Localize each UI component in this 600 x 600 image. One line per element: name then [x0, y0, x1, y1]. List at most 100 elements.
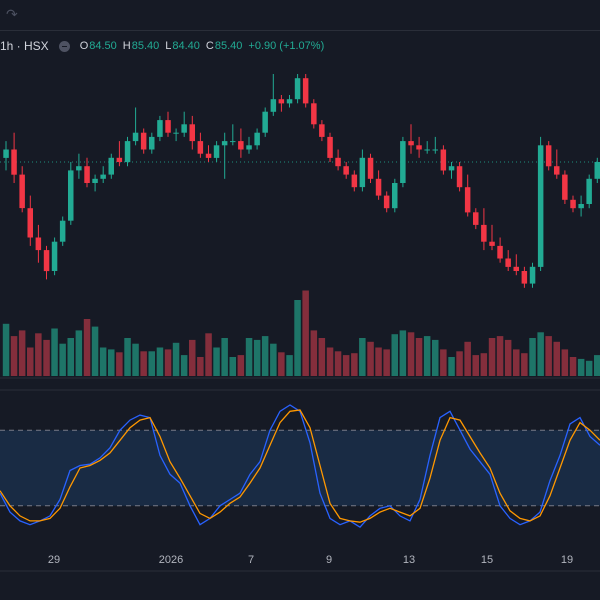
open-value: 84.50 — [89, 40, 117, 52]
volume-bar — [529, 338, 536, 376]
volume-bar — [164, 349, 172, 376]
volume-bar — [2, 323, 10, 377]
volume-bar — [351, 353, 358, 376]
candle-body — [43, 250, 50, 272]
candle-body — [537, 145, 544, 267]
candle-body — [359, 157, 366, 188]
close-value: 85.40 — [214, 40, 243, 52]
volume-bar — [423, 336, 431, 376]
candle-body — [545, 145, 552, 167]
candle-body — [149, 136, 155, 150]
candle-body — [343, 166, 349, 175]
time-axis: 29 2026 7 9 13 15 19 — [48, 554, 573, 566]
volume-bar — [172, 342, 180, 377]
candle-body — [562, 174, 568, 200]
candle-body — [132, 132, 139, 142]
candle-body — [311, 103, 317, 125]
volume-bar — [513, 349, 520, 376]
volume-bar — [553, 341, 560, 376]
candle-body — [262, 111, 268, 133]
volume-bar — [99, 347, 107, 376]
volume-bar — [180, 355, 188, 376]
close-label: C — [205, 40, 214, 52]
candle-body — [392, 183, 398, 209]
symbol-label[interactable]: 1h · HSX — [0, 39, 49, 53]
high-value: 85.40 — [131, 40, 160, 52]
candle-body — [489, 241, 495, 246]
volume-bar — [213, 347, 220, 376]
candle-body — [594, 162, 600, 179]
volume-bar — [132, 343, 139, 376]
candle-body — [254, 132, 260, 146]
volume-bar — [359, 338, 366, 376]
volume-bar — [464, 341, 471, 376]
volume-bar — [537, 332, 544, 376]
volume-bar — [245, 338, 253, 376]
candle-body — [400, 141, 406, 183]
volume-bar — [415, 338, 423, 376]
x-tick-label: 15 — [481, 554, 493, 566]
volume-bar — [294, 300, 301, 376]
x-tick-label: 13 — [403, 554, 415, 566]
volume-bar — [432, 339, 439, 376]
candle-body — [116, 157, 123, 162]
volume-bars — [2, 290, 600, 377]
ohlc-legend: 1h · HSX O 84.50 H 85.40 L 84.40 C 85.40… — [0, 38, 330, 54]
candle-body — [11, 149, 17, 175]
volume-bar — [229, 357, 236, 376]
candle-body — [3, 149, 9, 158]
volume-bar — [310, 330, 318, 376]
candle-body — [197, 141, 204, 154]
volume-bar — [253, 339, 261, 376]
volume-bar — [407, 332, 415, 376]
volume-bar — [585, 360, 593, 376]
volume-bar — [318, 338, 326, 376]
candle-body — [238, 141, 244, 150]
candle-body — [456, 166, 463, 188]
volume-bar — [91, 326, 99, 376]
redo-icon[interactable]: ↷ — [6, 6, 18, 22]
candle-body — [294, 78, 301, 100]
volume-bar — [383, 349, 390, 376]
volume-bar — [561, 349, 569, 376]
candle-body — [51, 241, 58, 271]
candle-body — [497, 245, 503, 259]
candle-body — [76, 166, 82, 171]
candle-body — [189, 124, 195, 142]
volume-bar — [569, 357, 577, 376]
volume-bar — [108, 349, 115, 376]
low-value: 84.40 — [172, 40, 200, 52]
chart-background — [0, 161, 600, 572]
candle-body — [213, 145, 220, 158]
volume-bar — [197, 357, 204, 376]
volume-bar — [261, 336, 269, 376]
candle-body — [481, 224, 487, 242]
candle-body — [278, 99, 285, 104]
volume-bar — [221, 338, 228, 376]
volume-bar — [504, 339, 512, 376]
candle-body — [513, 266, 519, 271]
candle-body — [124, 141, 131, 163]
volume-bar — [286, 355, 293, 376]
candle-body — [586, 178, 592, 204]
candle-body — [173, 132, 179, 134]
candle-body — [473, 212, 479, 225]
volume-bar — [116, 352, 123, 377]
visibility-toggle-icon[interactable] — [58, 40, 70, 52]
candle-body — [529, 266, 536, 284]
volume-bar — [375, 347, 382, 376]
volume-bar — [10, 336, 18, 376]
candle-body — [19, 174, 25, 209]
stoch-d-line — [0, 409, 600, 523]
candle-body — [375, 178, 382, 196]
volume-bar — [75, 330, 83, 376]
candle-body — [448, 166, 455, 171]
volume-bar — [334, 351, 342, 376]
x-tick-label: 2026 — [159, 554, 183, 566]
candle-body — [302, 78, 309, 104]
candle-body — [100, 174, 106, 179]
candle-body — [351, 174, 358, 188]
candle-body — [221, 141, 228, 146]
volume-bar — [448, 357, 455, 376]
